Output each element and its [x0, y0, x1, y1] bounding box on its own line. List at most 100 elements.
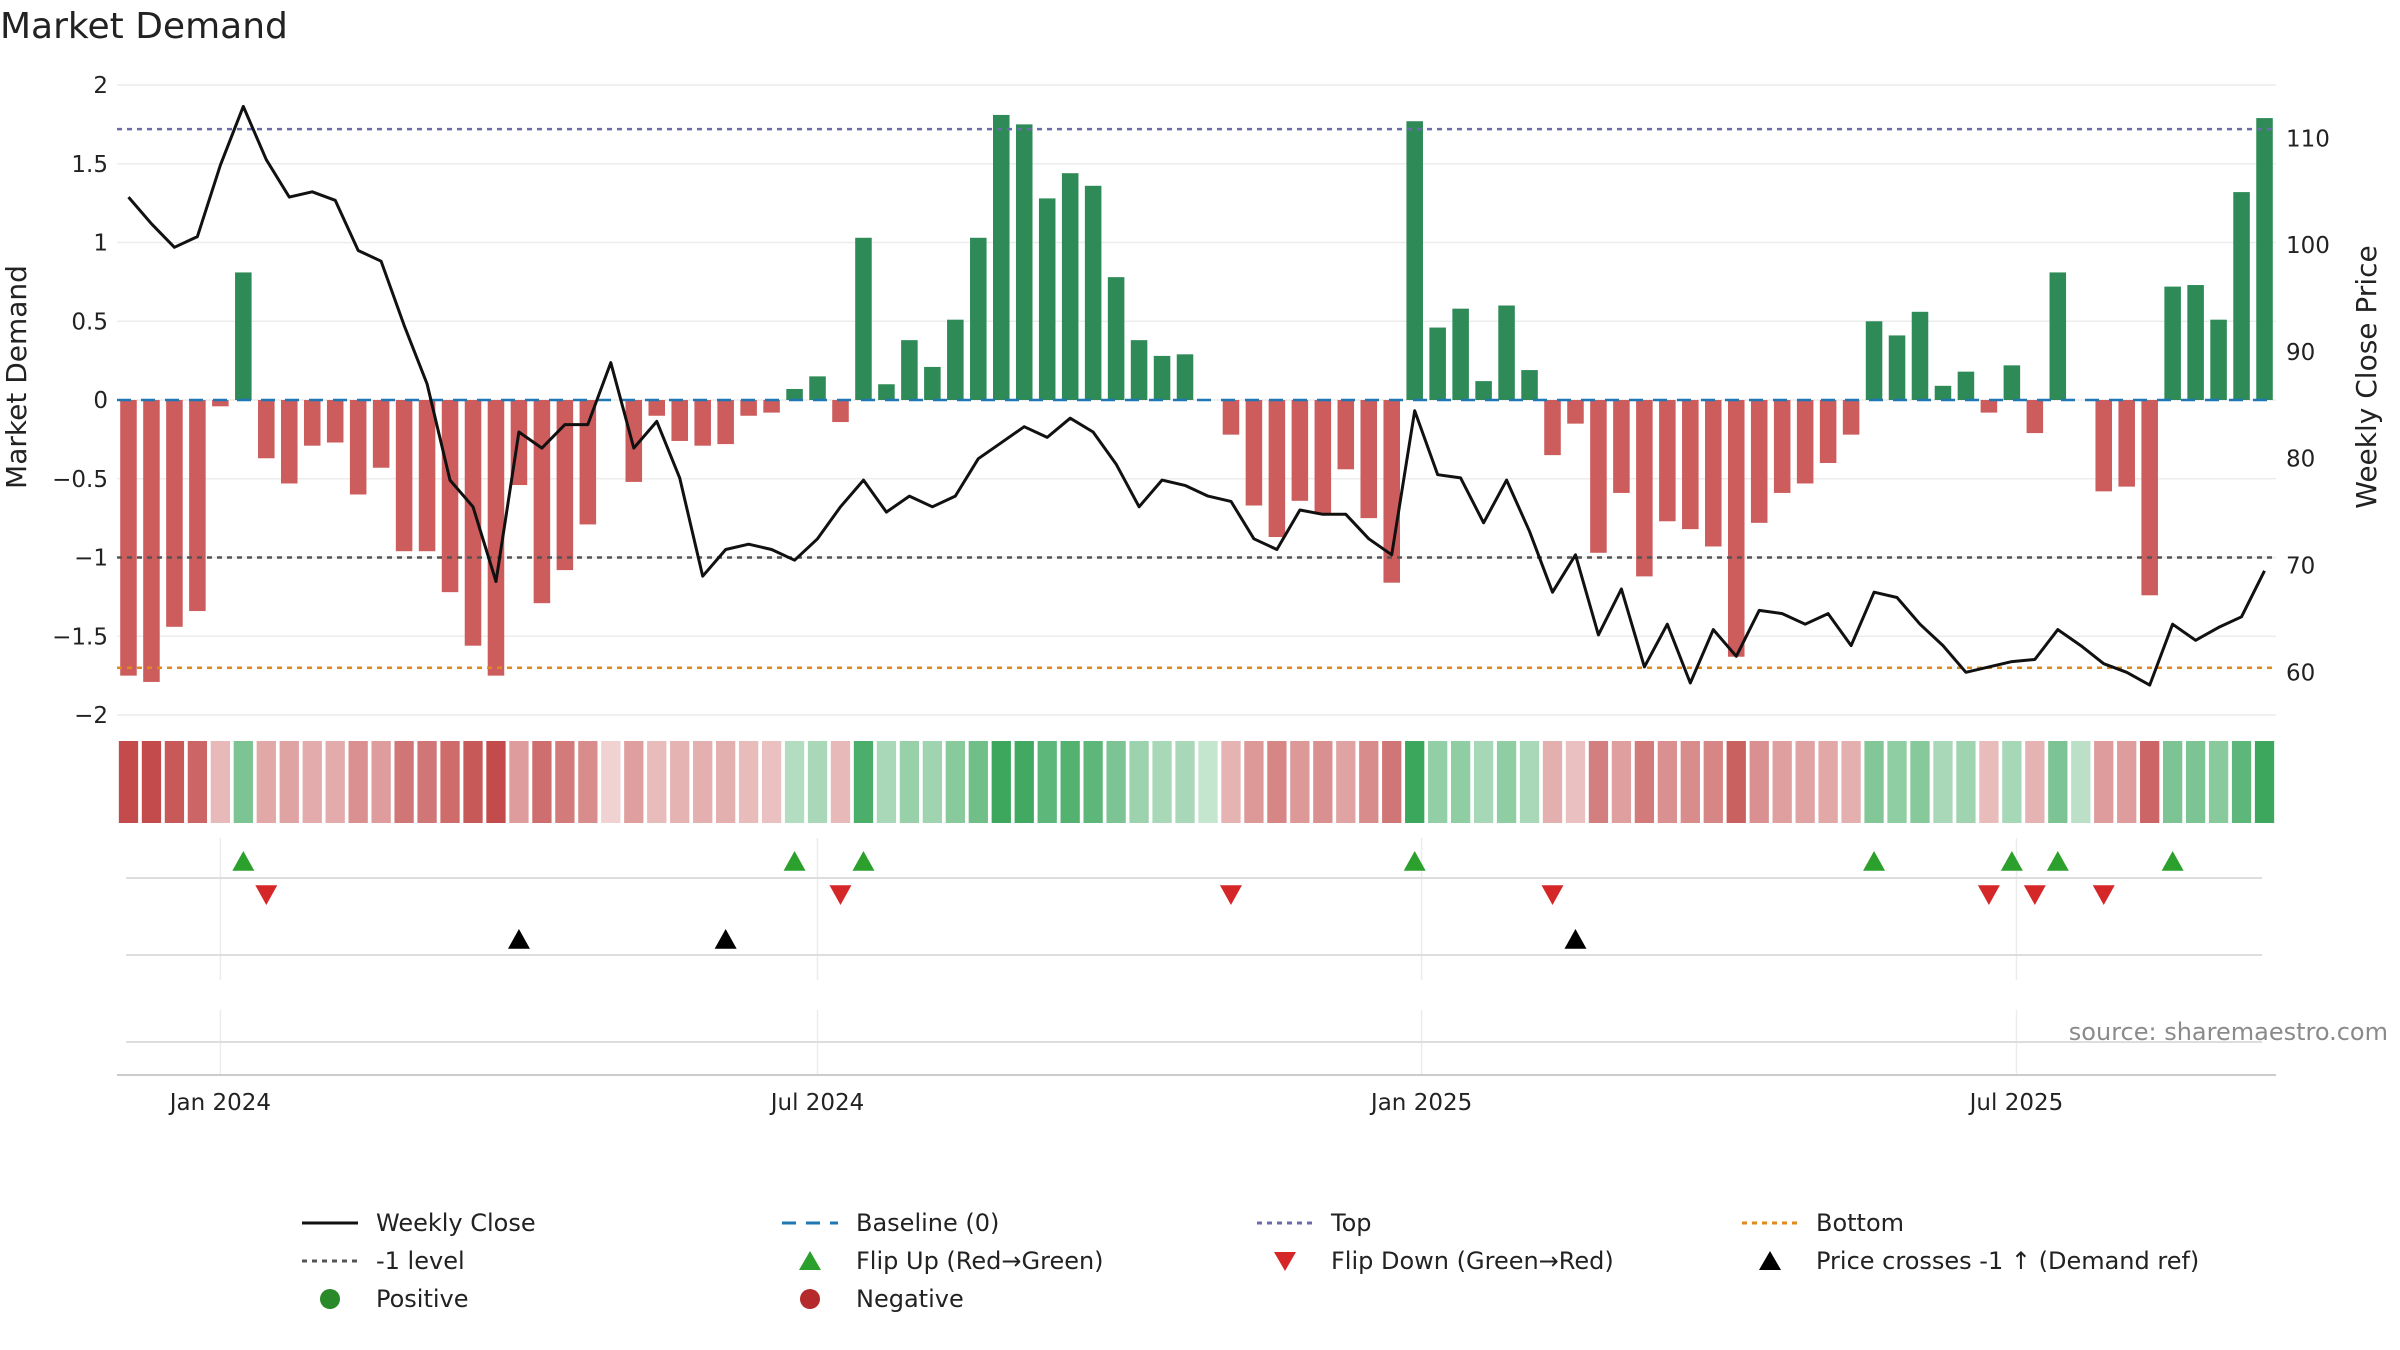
legend-item: Negative: [780, 1280, 964, 1318]
demand-bar: [1750, 400, 1768, 523]
demand-bar: [740, 400, 757, 416]
demand-bar: [1337, 400, 1355, 470]
legend-item: Weekly Close: [300, 1204, 536, 1242]
legend-label: Bottom: [1816, 1209, 1905, 1237]
legend-label: Positive: [376, 1285, 469, 1313]
demand-bar: [1222, 400, 1240, 435]
heat-cell: [1611, 741, 1632, 823]
demand-bar: [2164, 286, 2181, 400]
demand-bar: [1452, 308, 1469, 400]
demand-bar: [1727, 400, 1745, 657]
legend-item: Positive: [300, 1280, 469, 1318]
demand-bar: [786, 388, 803, 400]
legend-swatch-icon: [800, 1289, 820, 1309]
y2-tick-label: 80: [2286, 447, 2315, 473]
heat-cell: [2025, 741, 2045, 823]
demand-bar: [120, 400, 137, 676]
flip-down-marker: [1219, 885, 1242, 905]
demand-bar: [1705, 400, 1722, 547]
demand-bar: [2026, 400, 2044, 434]
legend-label: Negative: [856, 1285, 964, 1313]
legend: Weekly Close Baseline (0) Top Bottom -1 leve…: [300, 1204, 2260, 1324]
heat-cell: [624, 741, 644, 823]
heat-cell: [348, 741, 368, 823]
legend-swatch-icon: [1742, 1221, 1798, 1225]
flip-up-marker: [232, 851, 255, 871]
demand-bar: [579, 400, 597, 525]
heat-cell: [509, 741, 529, 823]
demand-bar: [1636, 400, 1653, 577]
legend-swatch-icon: [302, 1259, 358, 1263]
legend-swatch-icon: [320, 1289, 340, 1309]
demand-bar: [1268, 400, 1286, 538]
heat-cell: [1772, 741, 1792, 823]
heat-cell: [1152, 741, 1172, 823]
heat-cell: [371, 741, 391, 823]
x-tick-label: Jul 2025: [1968, 1090, 2064, 1116]
heat-cell: [1680, 741, 1700, 823]
heat-cell: [1496, 741, 1517, 823]
heat-cell: [187, 741, 208, 823]
y-axis-label: Market Demand: [0, 265, 33, 489]
heat-cell: [1841, 741, 1861, 823]
heat-cell: [578, 741, 598, 823]
demand-bar: [648, 400, 666, 416]
price-line-group: [127, 104, 2266, 687]
legend-item: Flip Up (Red→Green): [780, 1242, 1104, 1280]
heat-cell: [1979, 741, 1999, 823]
heat-cell: [1244, 741, 1264, 823]
demand-bar: [901, 340, 918, 400]
flip-up-marker: [783, 851, 806, 871]
demand-bar: [487, 400, 505, 676]
demand-bar: [694, 400, 711, 446]
demand-bar: [1842, 400, 1860, 435]
heat-cell: [1267, 741, 1287, 823]
demand-bar: [441, 400, 459, 593]
heat-cell: [440, 741, 460, 823]
demand-bar: [2118, 400, 2135, 487]
price-cross-marker: [1564, 929, 1587, 949]
heat-cell: [2117, 741, 2137, 823]
demand-bar: [464, 400, 482, 646]
price-cross-marker: [714, 929, 737, 949]
demand-bar: [2187, 285, 2204, 400]
demand-bar: [1291, 400, 1309, 501]
heat-cell: [716, 741, 736, 823]
demand-bar: [395, 400, 413, 552]
heat-cell: [233, 741, 253, 823]
signal-panels: [117, 838, 2276, 1076]
flip-up-marker: [1863, 851, 1886, 871]
flip-down-marker: [2023, 885, 2046, 905]
demand-bar: [1888, 335, 1906, 400]
demand-bar: [717, 400, 734, 445]
heat-cell: [876, 741, 897, 823]
heat-cell: [417, 741, 437, 823]
demand-bar: [189, 400, 206, 612]
heat-cell: [784, 741, 805, 823]
demand-bar: [258, 400, 275, 459]
flip-up-marker: [1403, 851, 1426, 871]
demand-bar: [924, 366, 941, 400]
heat-cell: [1473, 741, 1494, 823]
legend-item: Price crosses -1 ↑ (Demand ref): [1740, 1242, 2199, 1280]
demand-bar: [556, 400, 574, 571]
demand-bar: [1130, 340, 1148, 400]
demand-bar: [1865, 321, 1883, 400]
heat-cell: [1198, 741, 1218, 823]
demand-bar: [418, 400, 436, 552]
heat-cell: [945, 741, 965, 823]
heat-cell: [647, 741, 667, 823]
demand-bar: [2210, 319, 2227, 400]
heat-cell: [1703, 741, 1723, 823]
heat-cell: [1313, 741, 1333, 823]
legend-item: Bottom: [1740, 1204, 1904, 1242]
demand-bar: [1613, 400, 1630, 493]
heat-cell: [1450, 741, 1471, 823]
demand-bar: [970, 237, 987, 400]
flip-down-marker: [2092, 885, 2115, 905]
demand-bar: [1682, 400, 1699, 530]
demand-bar: [372, 400, 390, 468]
heat-cell: [2162, 741, 2183, 823]
heat-cell: [141, 741, 162, 823]
y-tick-label: 2: [93, 73, 108, 99]
